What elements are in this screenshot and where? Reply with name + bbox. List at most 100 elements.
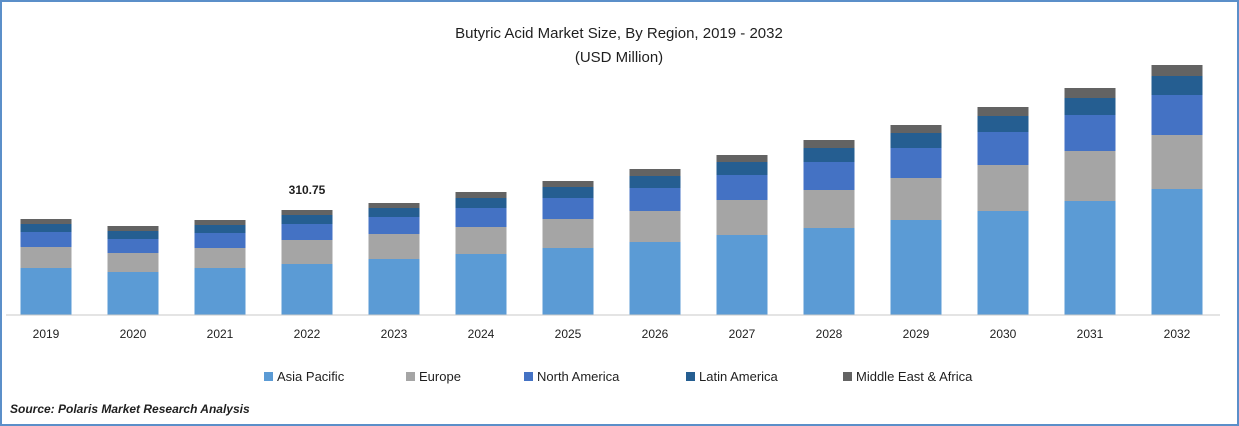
x-tick-2029: 2029 <box>903 327 930 341</box>
legend-swatch-north-america <box>524 372 533 381</box>
bar-middle-east-and-africa-2027 <box>716 155 768 162</box>
x-tick-2023: 2023 <box>381 327 408 341</box>
annotations: 310.75 <box>289 183 326 197</box>
bar-middle-east-and-africa-2029 <box>890 125 942 133</box>
bar-asia-pacific-2030 <box>977 211 1029 315</box>
bar-europe-2031 <box>1064 151 1116 201</box>
chart-title: Butyric Acid Market Size, By Region, 201… <box>455 25 783 42</box>
bar-latin-america-2032 <box>1151 76 1203 95</box>
bar-north-america-2022 <box>281 224 333 240</box>
bar-north-america-2021 <box>194 233 246 248</box>
bar-europe-2022 <box>281 240 333 264</box>
bar-europe-2028 <box>803 190 855 228</box>
bar-latin-america-2026 <box>629 176 681 188</box>
bar-north-america-2023 <box>368 217 420 234</box>
bar-latin-america-2030 <box>977 116 1029 132</box>
bar-asia-pacific-2021 <box>194 268 246 315</box>
bar-middle-east-and-africa-2032 <box>1151 65 1203 76</box>
bar-europe-2020 <box>107 253 159 272</box>
bar-middle-east-and-africa-2031 <box>1064 88 1116 98</box>
legend-swatch-middle-east-and-africa <box>843 372 852 381</box>
bar-middle-east-and-africa-2023 <box>368 203 420 208</box>
bar-europe-2019 <box>20 247 72 268</box>
x-tick-2019: 2019 <box>33 327 60 341</box>
bar-europe-2029 <box>890 178 942 220</box>
x-tick-2022: 2022 <box>294 327 321 341</box>
bar-asia-pacific-2022 <box>281 264 333 315</box>
bar-middle-east-and-africa-2024 <box>455 192 507 198</box>
legend-label-europe: Europe <box>419 369 461 384</box>
bar-latin-america-2027 <box>716 162 768 175</box>
bar-north-america-2032 <box>1151 95 1203 135</box>
bar-middle-east-and-africa-2030 <box>977 107 1029 116</box>
chart-subtitle: (USD Million) <box>575 49 663 66</box>
x-tick-2030: 2030 <box>990 327 1017 341</box>
bar-north-america-2020 <box>107 239 159 253</box>
bar-north-america-2025 <box>542 198 594 219</box>
bar-asia-pacific-2026 <box>629 242 681 315</box>
bar-asia-pacific-2024 <box>455 254 507 315</box>
legend-label-latin-america: Latin America <box>699 369 779 384</box>
bar-north-america-2026 <box>629 188 681 211</box>
bar-north-america-2027 <box>716 175 768 200</box>
bar-europe-2027 <box>716 200 768 235</box>
x-tick-2025: 2025 <box>555 327 582 341</box>
bar-europe-2021 <box>194 248 246 268</box>
bar-middle-east-and-africa-2021 <box>194 220 246 225</box>
bar-north-america-2028 <box>803 162 855 190</box>
legend-label-middle-east-and-africa: Middle East & Africa <box>856 369 973 384</box>
source-note: Source: Polaris Market Research Analysis <box>10 402 250 416</box>
bar-latin-america-2023 <box>368 208 420 217</box>
bar-europe-2023 <box>368 234 420 259</box>
bar-latin-america-2024 <box>455 198 507 208</box>
bar-latin-america-2020 <box>107 231 159 239</box>
annotation-2022: 310.75 <box>289 183 326 197</box>
bar-europe-2026 <box>629 211 681 242</box>
x-tick-2026: 2026 <box>642 327 669 341</box>
x-tick-2028: 2028 <box>816 327 843 341</box>
bar-asia-pacific-2023 <box>368 259 420 315</box>
x-axis-ticks: 2019 2020 2021 2022 2023 2024 2025 2026 2027 2028… <box>33 327 1191 341</box>
bar-middle-east-and-africa-2026 <box>629 169 681 176</box>
x-tick-2032: 2032 <box>1164 327 1191 341</box>
x-tick-2027: 2027 <box>729 327 756 341</box>
bar-middle-east-and-africa-2028 <box>803 140 855 148</box>
legend-label-north-america: North America <box>537 369 620 384</box>
bar-europe-2024 <box>455 227 507 254</box>
legend: Asia Pacific Europe North America Latin Ame… <box>264 369 973 384</box>
bar-latin-america-2021 <box>194 225 246 233</box>
bar-asia-pacific-2031 <box>1064 201 1116 315</box>
x-tick-2021: 2021 <box>207 327 234 341</box>
bar-middle-east-and-africa-2020 <box>107 226 159 231</box>
bar-asia-pacific-2020 <box>107 272 159 315</box>
bar-asia-pacific-2019 <box>20 268 72 315</box>
x-tick-2031: 2031 <box>1077 327 1104 341</box>
bar-latin-america-2019 <box>20 224 72 232</box>
bar-latin-america-2029 <box>890 133 942 148</box>
bar-latin-america-2025 <box>542 187 594 198</box>
bar-north-america-2029 <box>890 148 942 178</box>
bar-europe-2030 <box>977 165 1029 211</box>
x-tick-2024: 2024 <box>468 327 495 341</box>
bar-latin-america-2031 <box>1064 98 1116 115</box>
bar-asia-pacific-2027 <box>716 235 768 315</box>
bar-middle-east-and-africa-2022 <box>281 210 333 215</box>
x-tick-2020: 2020 <box>120 327 147 341</box>
bar-europe-2025 <box>542 219 594 248</box>
bar-middle-east-and-africa-2025 <box>542 181 594 187</box>
legend-label-asia-pacific: Asia Pacific <box>277 369 345 384</box>
bar-asia-pacific-2025 <box>542 248 594 315</box>
legend-swatch-latin-america <box>686 372 695 381</box>
bars-group <box>20 65 1203 315</box>
bar-asia-pacific-2028 <box>803 228 855 315</box>
bar-north-america-2031 <box>1064 115 1116 151</box>
bar-north-america-2024 <box>455 208 507 227</box>
legend-swatch-europe <box>406 372 415 381</box>
legend-swatch-asia-pacific <box>264 372 273 381</box>
bar-europe-2032 <box>1151 135 1203 189</box>
bar-middle-east-and-africa-2019 <box>20 219 72 224</box>
bar-north-america-2030 <box>977 132 1029 165</box>
bar-latin-america-2022 <box>281 215 333 224</box>
